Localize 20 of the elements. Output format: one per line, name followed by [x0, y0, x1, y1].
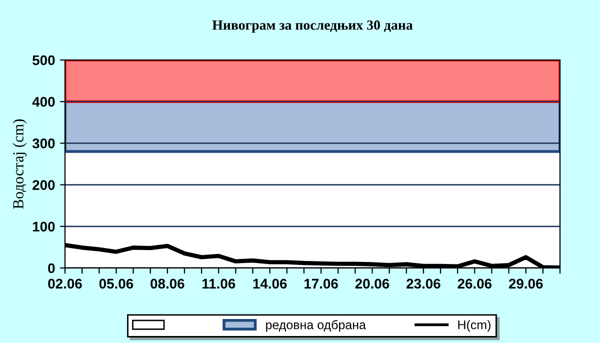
chart-title: Нивограм за последњих 30 дана [212, 20, 413, 33]
x-tick-label: 02.06 [48, 278, 82, 289]
x-tick-label: 23.06 [406, 278, 440, 289]
y-tick-label: 500 [32, 55, 55, 66]
x-tick-label: 26.06 [458, 278, 492, 289]
legend-label: редовна одбрана [266, 320, 366, 332]
y-axis-title: Водостај (cm) [12, 119, 27, 209]
x-tick-label: 05.06 [99, 278, 134, 289]
y-tick-label: 300 [32, 138, 55, 148]
x-tick-label: 20.06 [355, 278, 390, 289]
x-tick-label: 14.06 [253, 278, 287, 289]
x-tick-label: 08.06 [150, 278, 184, 289]
x-tick-label: 17.06 [304, 278, 338, 289]
y-tick-label: 400 [32, 96, 55, 107]
y-tick-label: 100 [32, 222, 55, 232]
x-tick-label: 11.06 [202, 278, 236, 289]
x-tick-label: 29.06 [508, 278, 543, 289]
y-tick-label: 200 [32, 180, 55, 190]
y-tick-label: 0 [48, 263, 55, 274]
legend-label: H(cm) [458, 320, 490, 332]
